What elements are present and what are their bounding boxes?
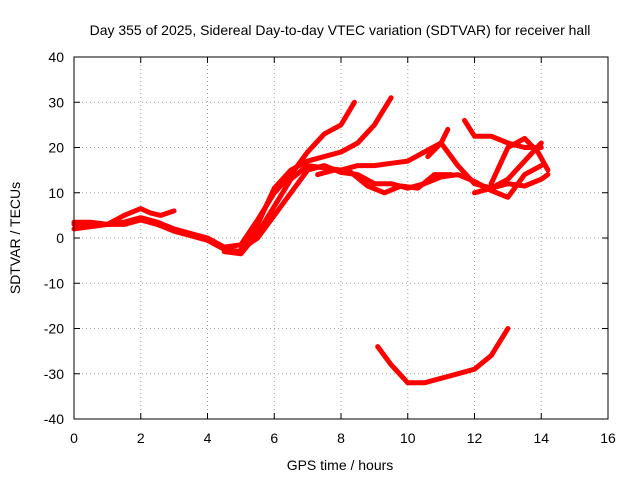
series-trace-3 [71,206,177,227]
x-tick-label: 0 [70,430,78,446]
x-tick-label: 2 [137,430,145,446]
x-tick-label: 14 [533,430,549,446]
x-tick-label: 12 [467,430,483,446]
data-series [71,95,551,386]
series-trace-7 [425,126,451,160]
series-trace-8 [462,117,544,150]
chart-title: Day 355 of 2025, Sidereal Day-to-day VTE… [90,22,591,38]
x-tick-label: 16 [600,430,616,446]
y-tick-label: 40 [48,49,64,65]
y-tick-label: -10 [44,275,64,291]
series-trace-10 [472,172,551,196]
y-tick-label: 20 [48,140,64,156]
series-trace-6 [315,167,454,196]
series-trace-9 [488,135,551,187]
x-tick-label: 8 [337,430,345,446]
y-tick-label: 30 [48,94,64,110]
y-tick-label: 0 [56,230,64,246]
y-tick-label: -30 [44,366,64,382]
y-tick-label: -20 [44,321,64,337]
y-axis-label: SDTVAR / TECUs [7,182,23,294]
y-tick-label: -40 [44,411,64,427]
x-tick-label: 10 [400,430,416,446]
y-tick-label: 10 [48,185,64,201]
x-axis-label: GPS time / hours [287,457,394,473]
series-trace-11 [375,326,511,386]
x-tick-label: 4 [204,430,212,446]
x-tick-label: 6 [270,430,278,446]
axis-ticks: 0 2 4 6 8 10 12 14 16 -40 -30 -20 -10 0 10 20 30 40 [44,49,616,446]
